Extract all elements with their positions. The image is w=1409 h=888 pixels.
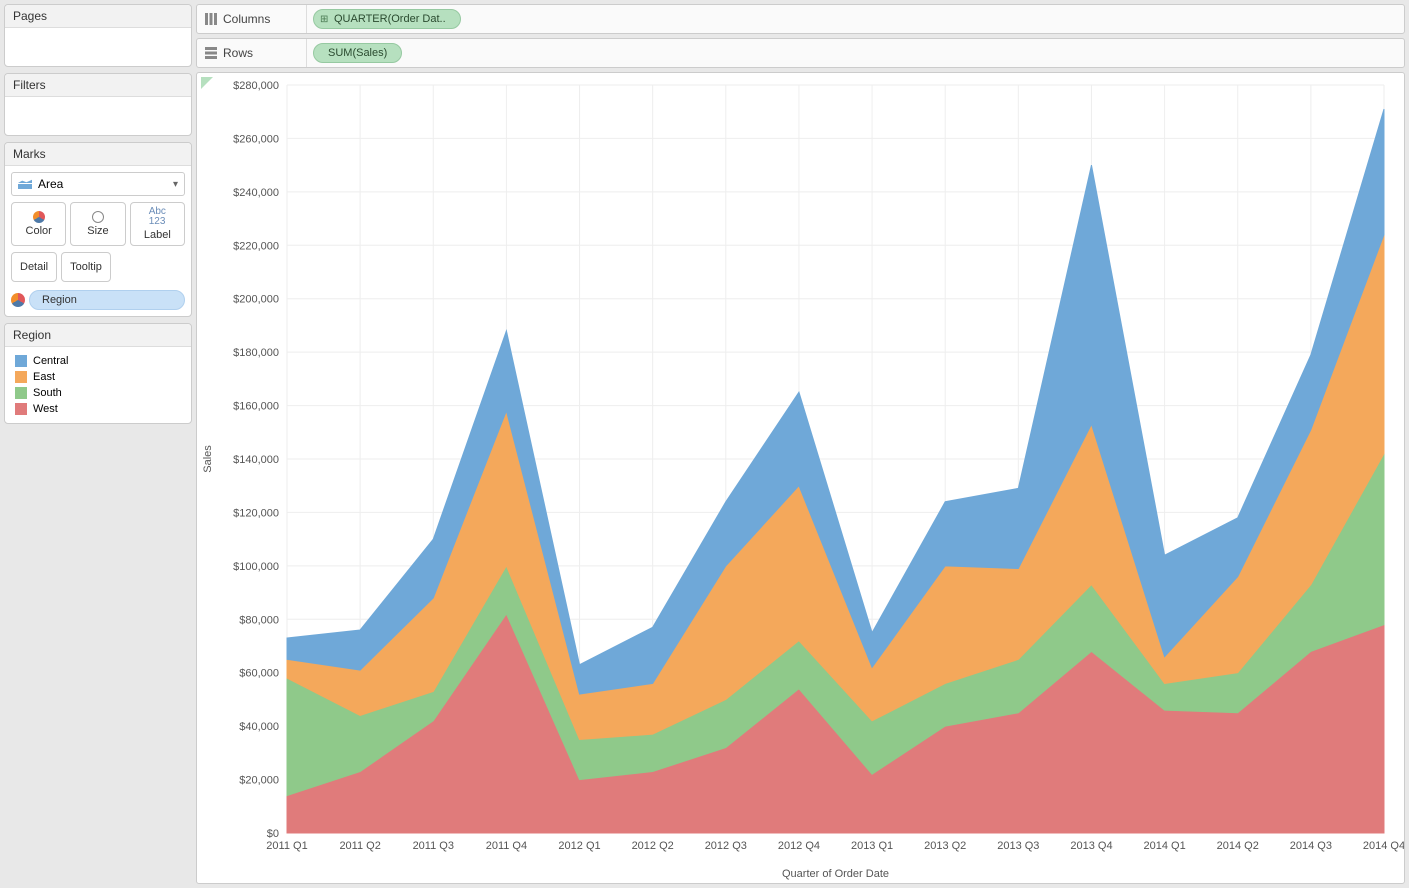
y-tick-label: $280,000 — [233, 80, 279, 92]
size-button[interactable]: Size — [70, 202, 125, 246]
label-button[interactable]: Abc123 Label — [130, 202, 185, 246]
x-tick-label: 2014 Q1 — [1143, 840, 1185, 852]
filters-drop-zone[interactable] — [5, 97, 191, 135]
legend-label: East — [33, 371, 55, 383]
legend-item[interactable]: Central — [11, 353, 185, 369]
filters-card: Filters — [4, 73, 192, 136]
y-tick-label: $20,000 — [239, 775, 279, 787]
columns-icon — [205, 13, 217, 25]
x-tick-label: 2012 Q4 — [778, 840, 820, 852]
y-tick-label: $40,000 — [239, 721, 279, 733]
x-tick-label: 2011 Q4 — [486, 840, 527, 852]
chart-canvas[interactable]: $0 $20,000 $40,000 $60,000 $80,000 $100,000 $1… — [196, 72, 1405, 884]
detail-button[interactable]: Detail — [11, 252, 57, 282]
legend-swatch — [15, 371, 27, 383]
tooltip-label: Tooltip — [70, 261, 102, 273]
color-icon — [11, 293, 25, 307]
rows-icon — [205, 47, 217, 59]
marks-card: Marks Area ▾ Color Size Abc123 — [4, 142, 192, 317]
y-tick-label: $260,000 — [233, 133, 279, 145]
mark-type-select[interactable]: Area ▾ — [11, 172, 185, 196]
color-encoding-label: Region — [42, 294, 77, 306]
y-tick-label: $60,000 — [239, 668, 279, 680]
mark-type-label: Area — [38, 177, 63, 191]
tooltip-button[interactable]: Tooltip — [61, 252, 111, 282]
x-tick-label: 2011 Q2 — [339, 840, 380, 852]
x-tick-label: 2013 Q2 — [924, 840, 966, 852]
legend-swatch — [15, 355, 27, 367]
color-button[interactable]: Color — [11, 202, 66, 246]
y-tick-label: $160,000 — [233, 401, 279, 413]
marks-title: Marks — [5, 143, 191, 166]
y-tick-label: $80,000 — [239, 614, 279, 626]
rows-pill-label: SUM(Sales) — [328, 47, 387, 59]
main-area: Columns ⊞ QUARTER(Order Dat.. Rows SUM(S… — [196, 0, 1409, 888]
area-icon — [18, 179, 32, 189]
rows-pill[interactable]: SUM(Sales) — [313, 43, 402, 63]
y-tick-label: $100,000 — [233, 561, 279, 573]
size-label: Size — [87, 225, 108, 237]
legend-label: South — [33, 387, 62, 399]
legend-item[interactable]: West — [11, 401, 185, 417]
legend-item[interactable]: South — [11, 385, 185, 401]
y-tick-label: $0 — [267, 828, 279, 840]
pages-card: Pages — [4, 4, 192, 67]
legend-swatch — [15, 387, 27, 399]
legend-label: Central — [33, 355, 68, 367]
x-tick-label: 2013 Q1 — [851, 840, 893, 852]
x-tick-label: 2013 Q3 — [997, 840, 1039, 852]
x-tick-label: 2014 Q4 — [1363, 840, 1404, 852]
x-tick-label: 2011 Q1 — [266, 840, 307, 852]
x-axis-label: Quarter of Order Date — [782, 868, 889, 880]
chevron-down-icon: ▾ — [173, 179, 178, 190]
legend-card: Region Central East South West — [4, 323, 192, 424]
y-tick-label: $240,000 — [233, 187, 279, 199]
y-tick-label: $140,000 — [233, 454, 279, 466]
rows-shelf[interactable]: Rows SUM(Sales) — [196, 38, 1405, 68]
x-tick-label: 2012 Q1 — [558, 840, 600, 852]
legend-title: Region — [5, 324, 191, 347]
legend-item[interactable]: East — [11, 369, 185, 385]
y-tick-label: $220,000 — [233, 240, 279, 252]
x-tick-label: 2013 Q4 — [1070, 840, 1112, 852]
size-icon — [92, 211, 104, 223]
x-tick-label: 2014 Q2 — [1217, 840, 1259, 852]
columns-label: Columns — [223, 12, 270, 26]
filters-title: Filters — [5, 74, 191, 97]
y-tick-label: $200,000 — [233, 294, 279, 306]
rows-label: Rows — [223, 46, 253, 60]
columns-pill-label: QUARTER(Order Dat.. — [334, 13, 446, 25]
y-axis-label: Sales — [202, 445, 214, 473]
x-tick-label: 2012 Q2 — [632, 840, 674, 852]
pages-title: Pages — [5, 5, 191, 28]
legend-body: Central East South West — [5, 347, 191, 423]
columns-pill[interactable]: ⊞ QUARTER(Order Dat.. — [313, 9, 461, 29]
label-label: Label — [144, 229, 171, 241]
x-tick-label: 2014 Q3 — [1290, 840, 1332, 852]
color-encoding-pill[interactable]: Region — [29, 290, 185, 310]
y-tick-label: $180,000 — [233, 347, 279, 359]
expand-icon: ⊞ — [320, 14, 328, 25]
color-label: Color — [26, 225, 52, 237]
x-tick-label: 2012 Q3 — [705, 840, 747, 852]
pages-drop-zone[interactable] — [5, 28, 191, 66]
y-tick-label: $120,000 — [233, 507, 279, 519]
legend-label: West — [33, 403, 58, 415]
columns-label-area: Columns — [197, 5, 307, 33]
columns-shelf[interactable]: Columns ⊞ QUARTER(Order Dat.. — [196, 4, 1405, 34]
detail-label: Detail — [20, 261, 48, 273]
legend-swatch — [15, 403, 27, 415]
color-icon — [33, 211, 45, 223]
rows-label-area: Rows — [197, 39, 307, 67]
label-icon: Abc123 — [149, 207, 166, 227]
x-tick-label: 2011 Q3 — [413, 840, 454, 852]
left-panel: Pages Filters Marks Area ▾ Color — [0, 0, 196, 888]
